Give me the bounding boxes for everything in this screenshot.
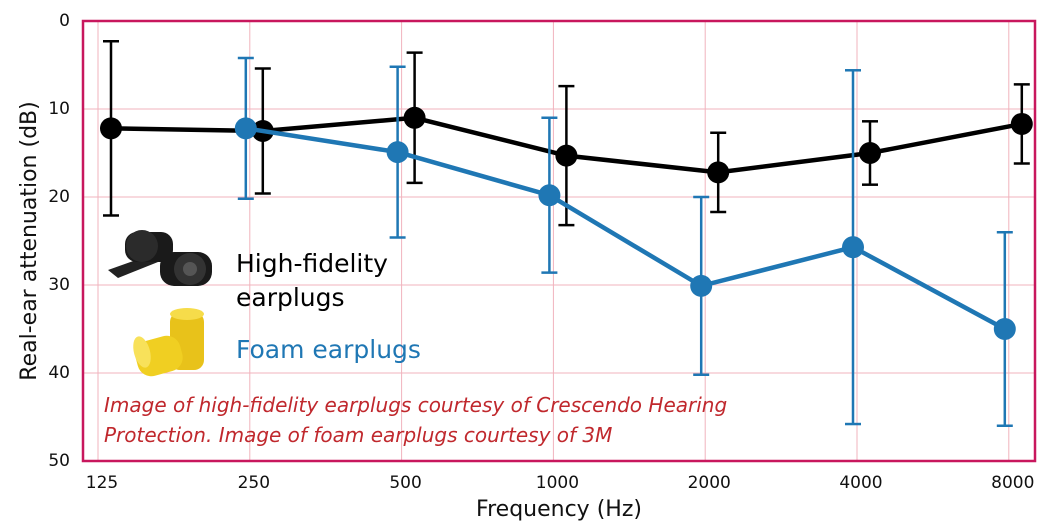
annotation: Image of high-fidelity earplugs courtesy…: [104, 390, 834, 450]
point: [842, 236, 864, 258]
point: [100, 117, 122, 139]
y-tick-label: 20: [48, 187, 70, 207]
x-tick-label: 2000: [688, 473, 731, 493]
x-axis-label: Frequency (Hz): [476, 497, 642, 522]
point: [690, 275, 712, 297]
y-tick-label: 10: [48, 99, 70, 119]
x-tick-label: 125: [86, 473, 118, 493]
point: [538, 184, 560, 206]
point: [235, 117, 257, 139]
legend-entry: High-fidelity earplugs: [236, 247, 446, 315]
foam-icon: [130, 308, 204, 379]
x-tick-label: 8000: [991, 473, 1034, 493]
point: [994, 318, 1016, 340]
page: Real-ear attenuation (dB) Frequency (Hz)…: [0, 0, 1045, 523]
y-axis-label: Real-ear attenuation (dB): [17, 101, 42, 380]
point: [404, 107, 426, 129]
legend-entry: Foam earplugs: [236, 333, 496, 367]
point: [387, 141, 409, 163]
point: [555, 145, 577, 167]
marks: [100, 41, 1033, 426]
y-tick-label: 40: [48, 363, 70, 383]
x-tick-label: 1000: [536, 473, 579, 493]
y-tick-label: 30: [48, 275, 70, 295]
point: [707, 161, 729, 183]
x-tick-label: 4000: [839, 473, 882, 493]
x-tick-label: 500: [389, 473, 421, 493]
hifi-icon: [108, 230, 212, 286]
y-tick-label: 0: [59, 11, 70, 31]
x-tick-label: 250: [238, 473, 270, 493]
point: [1011, 113, 1033, 135]
point: [859, 142, 881, 164]
y-tick-label: 50: [48, 451, 70, 471]
